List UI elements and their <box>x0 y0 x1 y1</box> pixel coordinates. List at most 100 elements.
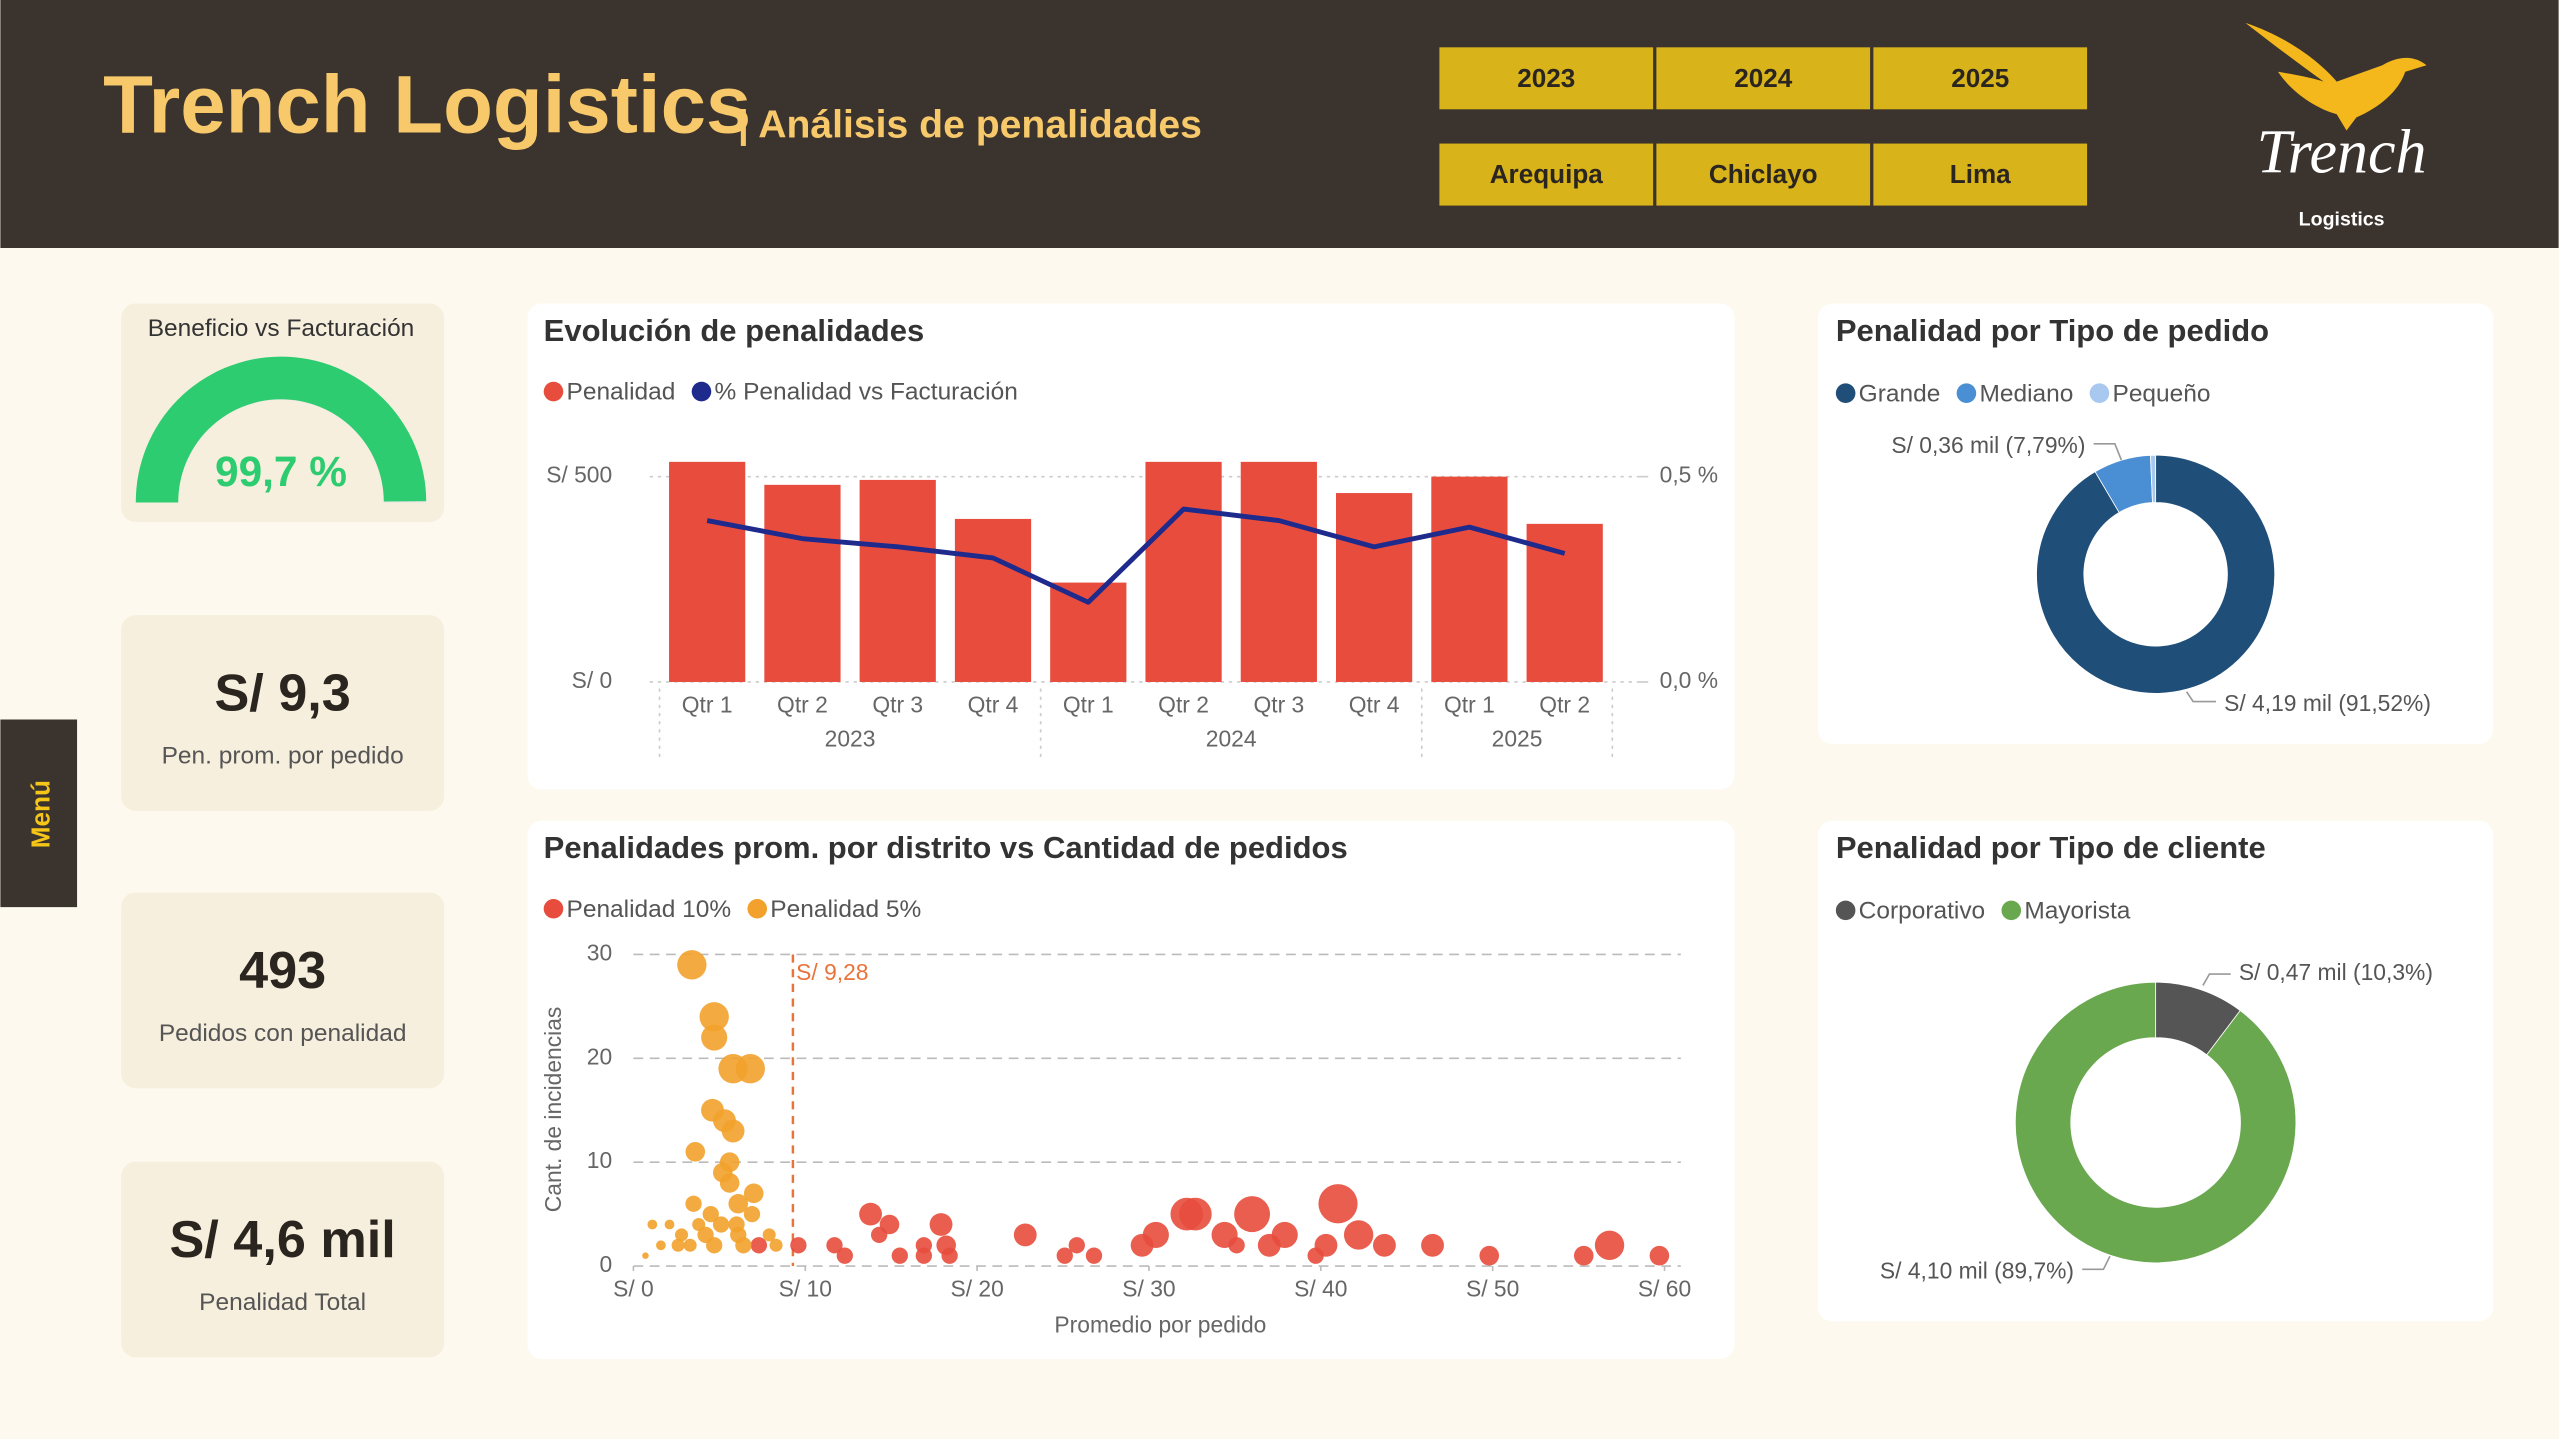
filter-button-label[interactable]: Arequipa <box>1490 159 1604 189</box>
bubble <box>719 1173 740 1193</box>
bubble <box>685 1142 706 1162</box>
bar <box>1431 476 1508 682</box>
legend-label: Grande <box>1859 380 1941 407</box>
donut-slice <box>2036 454 2276 694</box>
panel <box>1817 820 2494 1322</box>
bubble <box>743 1205 761 1223</box>
x-tick-label: Qtr 4 <box>968 691 1019 717</box>
kpi-card <box>121 1161 445 1358</box>
panel <box>1817 303 2494 744</box>
bubble <box>1318 1184 1358 1224</box>
y-tick-label: S/ 500 <box>546 462 612 488</box>
bubble <box>1343 1220 1374 1250</box>
bubble <box>675 1228 689 1242</box>
bubble <box>750 1237 768 1254</box>
menu-tab[interactable] <box>0 719 78 908</box>
filter-button[interactable] <box>1439 47 1654 110</box>
bubble <box>836 1247 853 1264</box>
chart-title: Evolución de penalidades <box>544 313 925 348</box>
legend-label: Penalidad 10% <box>567 896 732 923</box>
bubble <box>642 1252 649 1259</box>
bubble <box>647 1219 658 1230</box>
y-tick-label: S/ 0 <box>572 667 613 693</box>
legend-label: Mediano <box>1979 380 2073 407</box>
x-tick-label: Qtr 4 <box>1349 691 1400 717</box>
x-tick-label: Qtr 2 <box>1539 691 1590 717</box>
filter-button[interactable] <box>1656 47 1871 110</box>
kpi-label: Pedidos con penalidad <box>159 1020 407 1047</box>
x-tick-label: Qtr 1 <box>682 691 733 717</box>
filter-button-label[interactable]: Lima <box>1950 159 2011 189</box>
y-axis-title: Cant. de incidencias <box>540 1007 566 1213</box>
bubble <box>1228 1237 1245 1254</box>
x-tick-label: S/ 50 <box>1466 1276 1519 1302</box>
legend-marker <box>1835 383 1856 403</box>
bubble <box>712 1216 730 1233</box>
leader-line <box>2185 691 2216 703</box>
bubble <box>1271 1221 1298 1248</box>
filter-button[interactable] <box>1439 143 1654 206</box>
bubble <box>1314 1233 1338 1257</box>
bubble <box>702 1205 719 1223</box>
bar <box>859 479 936 682</box>
reference-line-label: S/ 9,28 <box>796 959 868 985</box>
filter-button-label[interactable]: Chiclayo <box>1709 159 1818 189</box>
bubble <box>1179 1197 1212 1231</box>
legend-marker <box>1956 383 1977 403</box>
x-axis-title: Promedio por pedido <box>1054 1311 1266 1337</box>
bubble <box>915 1247 933 1264</box>
gauge-value <box>135 356 427 503</box>
bubble <box>735 1054 765 1084</box>
filter-button-label[interactable]: 2023 <box>1517 63 1575 93</box>
y2-tick-label: 0,5 % <box>1660 462 1718 488</box>
filter-button-label[interactable]: 2025 <box>1951 63 2009 93</box>
bubble <box>879 1214 900 1235</box>
bubble <box>941 1247 958 1264</box>
filter-button[interactable] <box>1656 143 1871 206</box>
gauge-title: Beneficio vs Facturación <box>148 315 415 342</box>
y2-tick-label: 0,0 % <box>1660 667 1718 693</box>
bar <box>764 484 841 682</box>
bubble <box>1068 1237 1085 1254</box>
bubble <box>664 1219 675 1230</box>
header-bar <box>0 0 2559 248</box>
legend-marker <box>691 381 712 402</box>
x-tick-label: Qtr 3 <box>1253 691 1304 717</box>
leader-line <box>2202 973 2231 986</box>
x-tick-label: S/ 20 <box>950 1276 1003 1302</box>
menu-label[interactable]: Menú <box>26 780 56 848</box>
bubble <box>891 1247 908 1264</box>
bubble <box>683 1238 697 1252</box>
bubble <box>743 1183 764 1204</box>
bar <box>669 461 746 682</box>
donut-slice <box>2150 454 2157 503</box>
x-tick-label: S/ 40 <box>1294 1276 1347 1302</box>
bubble <box>762 1228 776 1242</box>
bubble <box>706 1237 723 1254</box>
kpi-card <box>121 303 445 523</box>
filter-button-label[interactable]: 2024 <box>1734 63 1793 93</box>
legend-marker <box>747 898 768 919</box>
logo-bird <box>2245 22 2427 131</box>
logo-name: Trench <box>2257 118 2427 186</box>
y-tick-label: 20 <box>587 1043 612 1069</box>
bubble <box>699 1002 729 1032</box>
filter-button[interactable] <box>1873 143 2088 206</box>
bubble <box>701 1024 728 1051</box>
gauge-value-label: 99,7 % <box>215 448 347 495</box>
x-tick-label: S/ 10 <box>779 1276 832 1302</box>
x-tick-label: Qtr 1 <box>1063 691 1114 717</box>
x-tick-label: Qtr 1 <box>1444 691 1495 717</box>
filter-button[interactable] <box>1873 47 2088 110</box>
legend-marker <box>2001 900 2022 921</box>
bubble <box>826 1237 843 1254</box>
legend-marker <box>543 381 564 402</box>
kpi-value: 493 <box>239 942 326 1000</box>
kpi-label: Penalidad Total <box>199 1289 366 1316</box>
bubble <box>1573 1245 1594 1266</box>
x-tick-label: S/ 60 <box>1638 1276 1691 1302</box>
y-tick-label: 30 <box>587 939 612 965</box>
bubble <box>1594 1230 1625 1260</box>
x-tick-label: Qtr 2 <box>777 691 828 717</box>
